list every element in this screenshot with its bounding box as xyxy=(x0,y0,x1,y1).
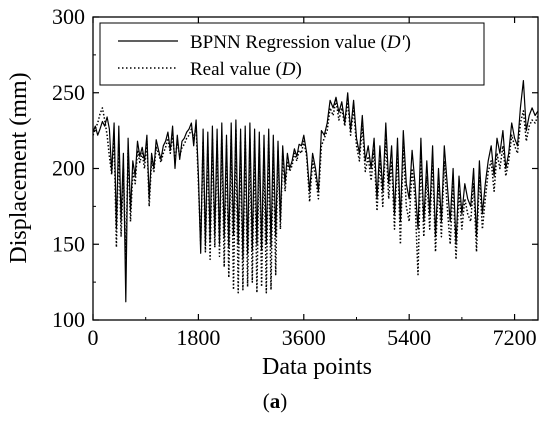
y-tick-label: 200 xyxy=(52,156,85,181)
y-tick-label: 300 xyxy=(52,4,85,29)
ticks-layer: 0 1800 3600 5400 7200 100 150 200 250 300 xyxy=(52,4,538,350)
y-axis-title: Displacement (mm) xyxy=(6,72,32,263)
legend-box xyxy=(99,22,485,86)
caption-letter: a xyxy=(270,389,281,413)
legend-label-bpnn-text: BPNN Regression value xyxy=(190,32,376,53)
caption-open: ( xyxy=(263,389,270,413)
caption-close: ) xyxy=(280,389,287,413)
x-axis-title: Data points xyxy=(262,354,372,380)
y-tick-label: 100 xyxy=(52,307,85,332)
x-tick-label: 3600 xyxy=(282,325,326,350)
x-tick-label: 5400 xyxy=(387,325,431,350)
y-tick-label: 250 xyxy=(52,80,85,105)
series-line-bpnn-regression xyxy=(93,79,538,303)
figure-caption: (a) xyxy=(263,389,288,413)
legend-label-real-symbol: D xyxy=(281,59,296,80)
x-tick-label: 0 xyxy=(88,325,99,350)
legend-label-bpnn: BPNN Regression value (D') xyxy=(190,32,411,53)
legend-label-bpnn-symbol: D' xyxy=(386,32,406,53)
legend: BPNN Regression value (D') Real value (D… xyxy=(99,22,485,86)
x-tick-label: 7200 xyxy=(493,325,537,350)
y-tick-label: 150 xyxy=(52,231,85,256)
legend-label-real-text: Real value xyxy=(190,59,271,80)
series-layer xyxy=(93,79,538,303)
x-tick-label: 1800 xyxy=(176,325,220,350)
legend-label-real: Real value (D) xyxy=(190,59,302,80)
